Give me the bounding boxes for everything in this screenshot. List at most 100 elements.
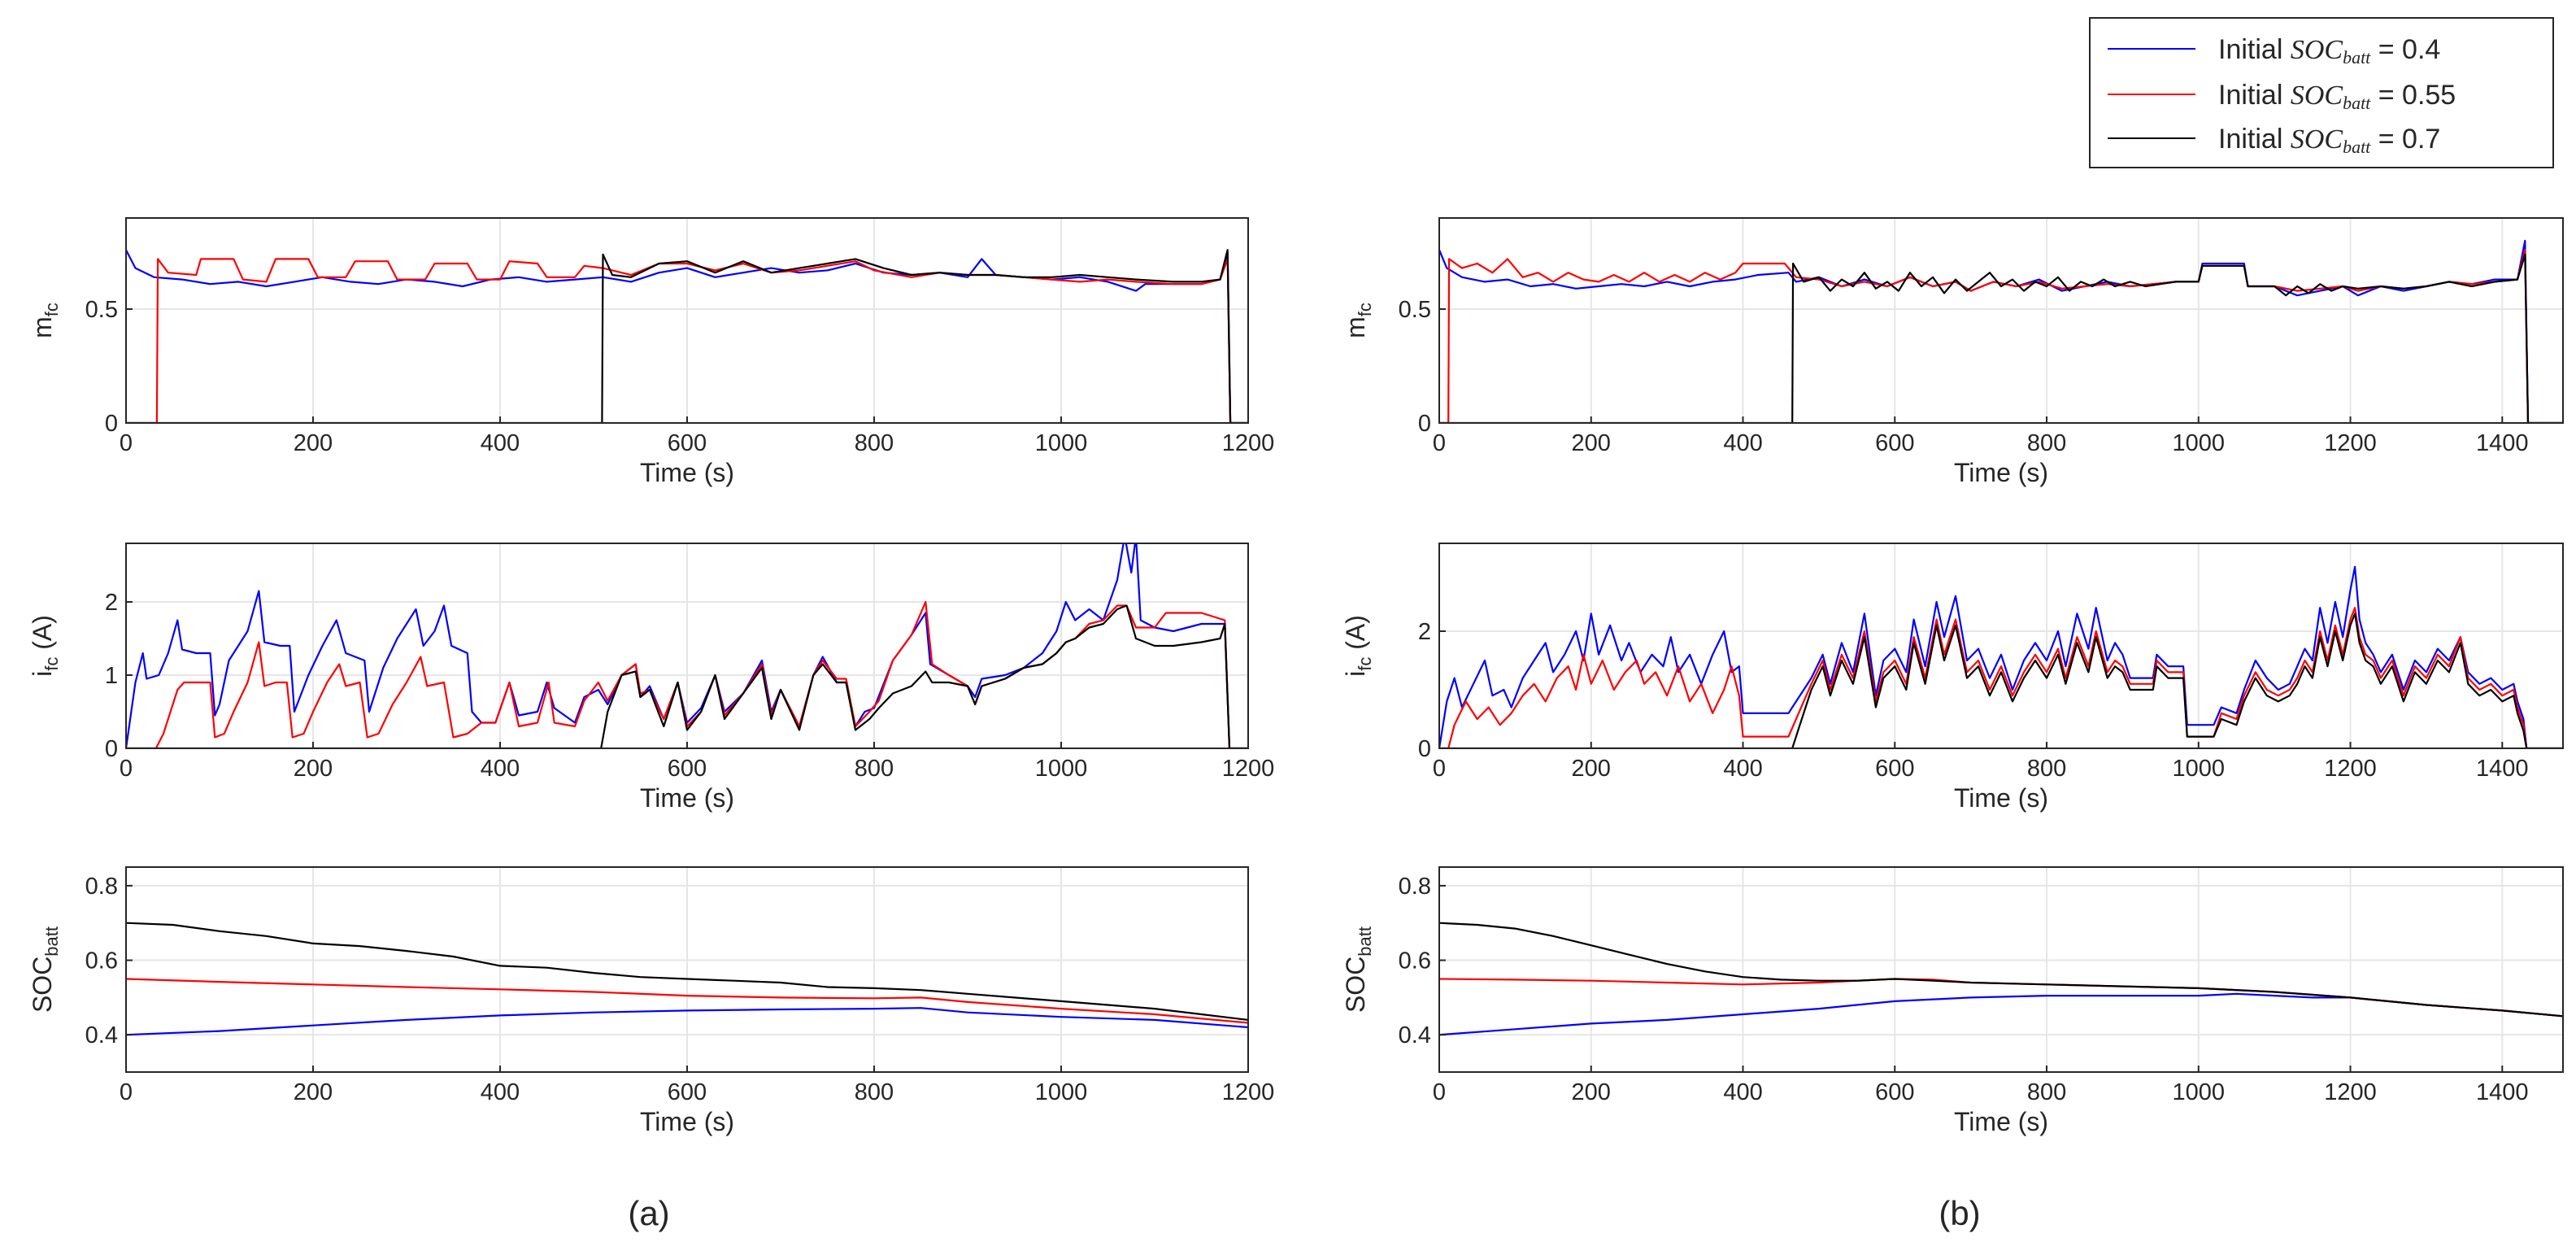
chart-a-ifc: 0 200 400 600 800 1000 1200 0 1 2 Time (s) ifc (A) [28,543,1275,813]
ylabel-a-soc: SOCbatt [28,926,62,1013]
xtick-label-a-ifc-5: 1000 [1035,756,1088,782]
chart-b-soc: 0 200 400 600 800 1000 1200 1400 0.4 0.6 0.8 Time (… [1341,866,2564,1136]
xtick-label-b-mfc-6: 1200 [2324,430,2377,456]
legend-entry-soc-0.4: Initial SOCbatt = 0.4 [2108,34,2440,68]
plot-area-b-soc [1439,867,2563,1072]
xtick-label-a-ifc-2: 400 [481,756,520,782]
ylabel-b-soc: SOCbatt [1341,926,1375,1013]
caption-b: (b) [1939,1194,1980,1232]
ytick-label-b-mfc-1: 0.5 [1399,297,1431,323]
plot-area-b-ifc [1439,543,2563,748]
ytick-label-b-soc-1: 0.6 [1399,948,1431,974]
series-line-a-mfc-1 [126,258,1248,423]
xtick-label-a-ifc-1: 200 [294,756,333,782]
series-line-a-soc-1 [126,978,1248,1024]
axes-frame-b-soc [1438,866,2564,1073]
chart-b-mfc: 0 200 400 600 800 1000 1200 1400 0 0.5 Time (s) mfc [1341,217,2564,487]
ytick-label-b-mfc-0: 0 [1418,411,1431,437]
xtick-label-a-mfc-1: 200 [294,430,333,456]
series-line-a-ifc-2 [126,604,1248,748]
ytick-label-a-ifc-1: 1 [105,663,118,689]
ytick-label-a-soc-0: 0.4 [85,1022,118,1048]
series-line-b-mfc-2 [1439,253,2563,423]
xtick-label-a-mfc-5: 1000 [1035,430,1088,456]
xtick-label-b-mfc-1: 200 [1572,430,1611,456]
xtick-label-a-soc-6: 1200 [1222,1079,1275,1105]
legend: Initial SOCbatt = 0.4 Initial SOCbatt = … [2089,17,2554,168]
legend-entry-soc-0.55: Initial SOCbatt = 0.55 [2108,80,2456,113]
xlabel-b-ifc: Time (s) [1954,783,2048,813]
xtick-label-b-soc-2: 400 [1723,1079,1762,1105]
ylabel-a-mfc: mfc [28,303,62,338]
legend-label-soc-0.4: Initial SOCbatt = 0.4 [2218,34,2440,68]
xtick-label-b-soc-3: 600 [1875,1079,1914,1105]
xtick-label-a-ifc-4: 800 [855,756,894,782]
legend-label-soc-0.55: Initial SOCbatt = 0.55 [2218,80,2456,113]
chart-a-soc: 0 200 400 600 800 1000 1200 0.4 0.6 0.8 Time (s) SO… [28,866,1275,1136]
legend-entry-soc-0.7: Initial SOCbatt = 0.7 [2108,124,2440,157]
xtick-label-b-ifc-1: 200 [1572,756,1611,782]
xtick-label-a-soc-0: 0 [120,1079,133,1105]
xtick-label-a-mfc-0: 0 [120,430,133,456]
axes-frame-b-mfc [1438,217,2564,424]
ylabel-b-mfc: mfc [1341,303,1375,338]
chart-b-ifc: 0 200 400 600 800 1000 1200 1400 0 2 Time (s) ifc (… [1341,543,2564,813]
xtick-label-a-mfc-2: 400 [481,430,520,456]
xlabel-b-soc: Time (s) [1954,1107,2048,1136]
ytick-label-a-soc-2: 0.8 [85,874,118,900]
ytick-label-b-soc-2: 0.8 [1399,874,1431,900]
xtick-label-a-mfc-6: 1200 [1222,430,1275,456]
xtick-label-b-ifc-7: 1400 [2476,756,2529,782]
xtick-label-b-soc-7: 1400 [2476,1079,2529,1105]
xtick-label-b-soc-6: 1200 [2324,1079,2377,1105]
xtick-label-b-soc-1: 200 [1572,1079,1611,1105]
xtick-label-a-soc-3: 600 [668,1079,707,1105]
series-line-b-soc-2 [1439,922,2563,1018]
series-line-b-ifc-1 [1439,607,2563,748]
xtick-label-a-mfc-3: 600 [668,430,707,456]
xtick-label-a-soc-2: 400 [481,1079,520,1105]
xlabel-a-mfc: Time (s) [640,458,734,487]
xtick-label-a-ifc-6: 1200 [1222,756,1275,782]
xtick-label-b-ifc-0: 0 [1433,756,1446,782]
xtick-label-b-ifc-3: 600 [1875,756,1914,782]
xtick-label-b-ifc-6: 1200 [2324,756,2377,782]
xtick-label-b-mfc-5: 1000 [2173,430,2226,456]
series-line-a-soc-0 [126,1007,1248,1036]
xtick-label-b-mfc-7: 1400 [2476,430,2529,456]
ytick-label-b-ifc-1: 2 [1418,619,1431,645]
xtick-label-b-soc-4: 800 [2027,1079,2066,1105]
ytick-label-a-ifc-2: 2 [105,590,118,616]
series-line-b-ifc-2 [1439,612,2563,748]
ytick-label-a-ifc-0: 0 [105,736,118,762]
xtick-label-b-mfc-3: 600 [1875,430,1914,456]
xlabel-b-mfc: Time (s) [1954,458,2048,487]
xlabel-a-ifc: Time (s) [640,783,734,813]
series-line-a-soc-2 [126,922,1248,1021]
xtick-label-b-mfc-2: 400 [1723,430,1762,456]
xtick-label-a-soc-1: 200 [294,1079,333,1105]
ytick-label-a-mfc-1: 0.5 [85,297,118,323]
plot-area-b-mfc [1439,218,2563,423]
series-line-b-ifc-0 [1439,565,2563,748]
xtick-label-a-ifc-3: 600 [668,756,707,782]
xlabel-a-soc: Time (s) [640,1107,734,1136]
ytick-label-b-soc-0: 0.4 [1399,1022,1431,1048]
ytick-label-a-soc-1: 0.6 [85,948,118,974]
xtick-label-a-soc-5: 1000 [1035,1079,1088,1105]
xtick-label-b-ifc-4: 800 [2027,756,2066,782]
xtick-label-a-mfc-4: 800 [855,430,894,456]
series-line-b-mfc-1 [1439,249,2563,423]
ylabel-a-ifc: ifc (A) [28,615,62,677]
caption-a: (a) [628,1194,669,1232]
legend-label-soc-0.7: Initial SOCbatt = 0.7 [2218,124,2440,157]
xtick-label-b-mfc-0: 0 [1433,430,1446,456]
ytick-label-a-mfc-0: 0 [105,411,118,437]
ytick-label-b-ifc-0: 0 [1418,736,1431,762]
xtick-label-a-soc-4: 800 [855,1079,894,1105]
xtick-label-a-ifc-0: 0 [120,756,133,782]
xtick-label-b-ifc-5: 1000 [2173,756,2226,782]
xtick-label-b-mfc-4: 800 [2027,430,2066,456]
